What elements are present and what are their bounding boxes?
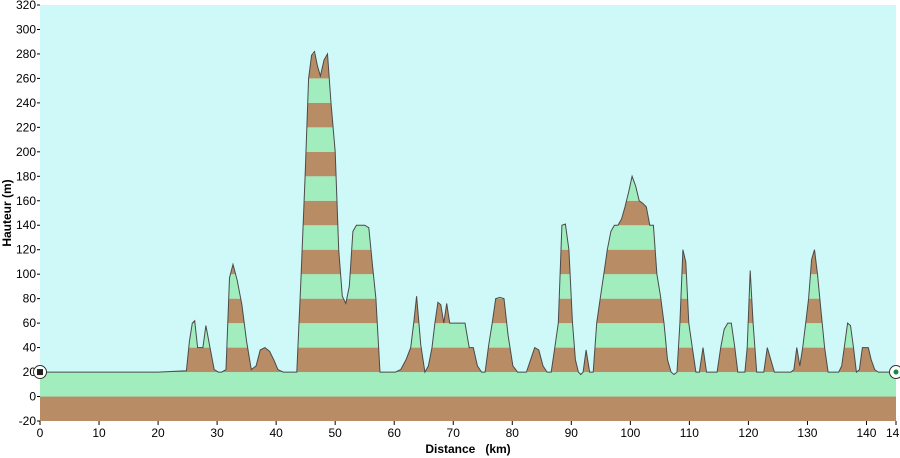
x-tick-label: 90 (565, 426, 579, 440)
y-tick-label: 40 (23, 341, 37, 355)
x-tick-label: 130 (797, 426, 817, 440)
x-tick-label: 110 (680, 426, 699, 440)
elevation-band (40, 372, 896, 397)
x-tick-label: 80 (506, 426, 520, 440)
y-tick-label: 140 (16, 218, 36, 232)
start-marker (33, 365, 47, 380)
x-tick-label: 20 (151, 426, 165, 440)
y-tick-label: 0 (29, 390, 36, 404)
y-axis-ticks: -20 0 20 40 60 80 100 120 140 160 180 200 220 240 260 2… (16, 0, 40, 428)
x-tick-label: 100 (620, 426, 640, 440)
y-tick-label: 200 (16, 145, 36, 159)
x-tick-label: 0 (37, 426, 44, 440)
x-tick-label: 40 (269, 426, 283, 440)
x-tick-label: 120 (738, 426, 758, 440)
x-tick-label: 30 (210, 426, 224, 440)
x-tick-label: 140 (856, 426, 876, 440)
x-tick-label: 60 (388, 426, 402, 440)
route-markers (33, 365, 900, 380)
x-axis-title: Distance (km) (425, 442, 510, 456)
y-tick-label: 60 (23, 316, 37, 330)
y-tick-label: 20 (23, 365, 37, 379)
y-tick-label: 300 (16, 22, 36, 36)
y-tick-label: 160 (16, 194, 36, 208)
start-square-icon (37, 369, 43, 376)
y-tick-label: 280 (16, 47, 36, 61)
x-tick-label: 10 (92, 426, 106, 440)
x-tick-label: 145 (886, 426, 900, 440)
x-axis-ticks: 0 10 20 30 40 50 60 70 80 90 100 110 120 130 140 145 (37, 421, 900, 440)
y-tick-label: 220 (16, 120, 36, 134)
y-tick-label: 120 (16, 243, 36, 257)
end-dot-icon (893, 369, 899, 375)
end-marker (889, 365, 900, 380)
y-tick-label: 100 (16, 267, 36, 281)
y-axis-title: Hauteur (m) (0, 179, 14, 246)
y-tick-label: 320 (16, 0, 36, 12)
y-tick-label: 80 (23, 292, 37, 306)
y-tick-label: 240 (16, 96, 36, 110)
y-tick-label: 180 (16, 169, 36, 183)
y-tick-label: 260 (16, 71, 36, 85)
x-tick-label: 50 (328, 426, 342, 440)
x-tick-label: 70 (447, 426, 461, 440)
elevation-profile-line (40, 50, 896, 376)
elevation-band (40, 396, 896, 421)
y-tick-label: -20 (19, 414, 37, 428)
